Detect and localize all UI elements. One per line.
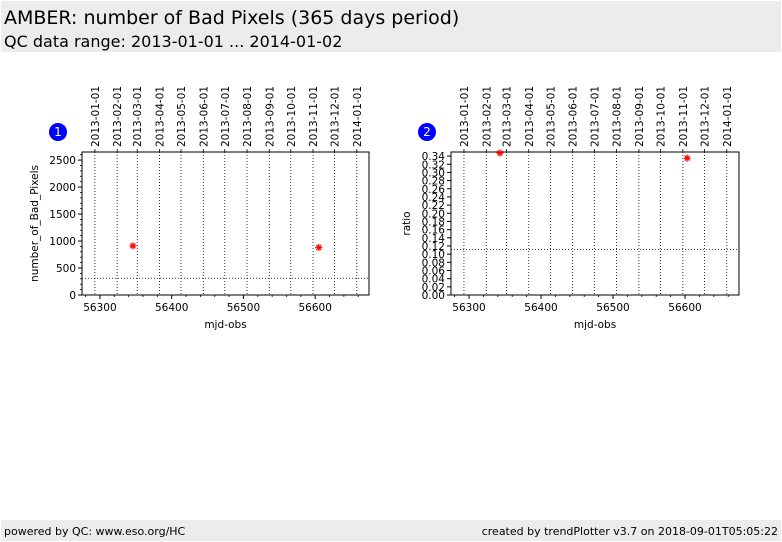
y-tick-label: 0.32 — [422, 159, 445, 171]
x-tick-label: 56500 — [227, 302, 260, 314]
plot-frame — [450, 151, 740, 296]
y-axis-label: ratio — [401, 211, 413, 235]
date-tick-label: 2014-01-01 — [352, 86, 364, 147]
date-tick-label: 2013-11-01 — [678, 86, 690, 147]
y-tick-label: 1000 — [49, 236, 76, 248]
y-tick-label: 2500 — [49, 155, 76, 167]
date-tick-label: 2013-04-01 — [154, 86, 166, 147]
date-tick-label: 2013-01-01 — [459, 86, 471, 147]
plot-number-badge: 2 — [418, 123, 436, 141]
report-header: AMBER: number of Bad Pixels (365 days pe… — [1, 1, 781, 52]
x-tick-label: 56400 — [524, 302, 557, 314]
date-tick-label: 2013-09-01 — [634, 86, 646, 147]
y-tick-label: 1500 — [49, 209, 76, 221]
badge-number: 2 — [423, 125, 431, 139]
data-point — [315, 244, 323, 252]
badge-number: 1 — [54, 125, 62, 139]
y-tick-label: 0 — [69, 290, 76, 302]
date-tick-label: 2013-07-01 — [220, 86, 232, 147]
y-tick-label: 2000 — [49, 182, 76, 194]
y-tick-label: 0.00 — [422, 290, 445, 302]
x-tick-label: 56300 — [452, 302, 485, 314]
page-title: AMBER: number of Bad Pixels (365 days pe… — [4, 7, 460, 29]
y-tick-label: 0.14 — [422, 233, 446, 245]
badge-circle — [418, 123, 436, 141]
y-tick-label: 0.26 — [422, 184, 446, 196]
x-axis-label: mjd-obs — [204, 319, 246, 331]
y-tick-label: 0.24 — [422, 192, 446, 204]
y-tick-label: 0.12 — [422, 241, 445, 253]
date-tick-label: 2013-02-01 — [112, 86, 124, 147]
y-tick-label: 0.16 — [422, 225, 446, 237]
report-footer: powered by QC: www.eso.org/HC created by… — [1, 520, 781, 541]
date-tick-label: 2013-12-01 — [699, 86, 711, 147]
date-range-subtitle: QC data range: 2013-01-01 ... 2014-01-02 — [4, 32, 343, 51]
date-tick-label: 2013-08-01 — [242, 86, 254, 147]
date-tick-label: 2013-04-01 — [524, 86, 536, 147]
created-by-text: created by trendPlotter v3.7 on 2018-09-… — [481, 525, 778, 538]
y-tick-label: 0.18 — [422, 216, 445, 228]
plot-frame — [81, 151, 370, 296]
date-tick-label: 2013-06-01 — [198, 86, 210, 147]
date-tick-label: 2013-08-01 — [612, 86, 624, 147]
y-tick-label: 0.08 — [422, 257, 445, 269]
y-tick-label: 0.20 — [422, 208, 445, 220]
y-axis-label: number_of_Bad_Pixels — [29, 165, 41, 282]
x-tick-label: 56500 — [596, 302, 629, 314]
badge-circle — [49, 123, 67, 141]
date-tick-label: 2013-05-01 — [176, 86, 188, 147]
date-tick-label: 2013-09-01 — [264, 86, 276, 147]
date-tick-label: 2013-12-01 — [330, 86, 342, 147]
date-tick-label: 2014-01-01 — [722, 86, 734, 147]
x-axis-label: mjd-obs — [574, 319, 616, 331]
date-tick-label: 2013-10-01 — [656, 86, 668, 147]
y-tick-label: 500 — [56, 263, 76, 275]
y-tick-label: 0.04 — [422, 274, 446, 286]
data-point — [496, 149, 504, 157]
date-tick-label: 2013-11-01 — [308, 86, 320, 147]
date-tick-label: 2013-03-01 — [501, 86, 513, 147]
y-tick-label: 0.28 — [422, 176, 445, 188]
date-tick-label: 2013-10-01 — [286, 86, 298, 147]
date-tick-label: 2013-07-01 — [589, 86, 601, 147]
y-tick-label: 0.10 — [422, 249, 445, 261]
date-tick-label: 2013-06-01 — [568, 86, 580, 147]
x-tick-label: 56600 — [298, 302, 331, 314]
x-tick-label: 56600 — [668, 302, 701, 314]
date-tick-label: 2013-01-01 — [90, 86, 102, 147]
date-tick-label: 2013-02-01 — [481, 86, 493, 147]
data-point — [129, 242, 137, 250]
plot-number-badge: 1 — [49, 123, 67, 141]
powered-by-text: powered by QC: www.eso.org/HC — [4, 525, 186, 538]
y-tick-label: 0.22 — [422, 200, 445, 212]
data-point — [683, 154, 691, 162]
x-tick-label: 56400 — [155, 302, 188, 314]
y-tick-label: 0.34 — [422, 151, 446, 163]
y-tick-label: 0.30 — [422, 167, 445, 179]
x-tick-label: 56300 — [83, 302, 116, 314]
y-tick-label: 0.02 — [422, 282, 445, 294]
date-tick-label: 2013-03-01 — [132, 86, 144, 147]
date-tick-label: 2013-05-01 — [545, 86, 557, 147]
y-tick-label: 0.06 — [422, 265, 446, 277]
